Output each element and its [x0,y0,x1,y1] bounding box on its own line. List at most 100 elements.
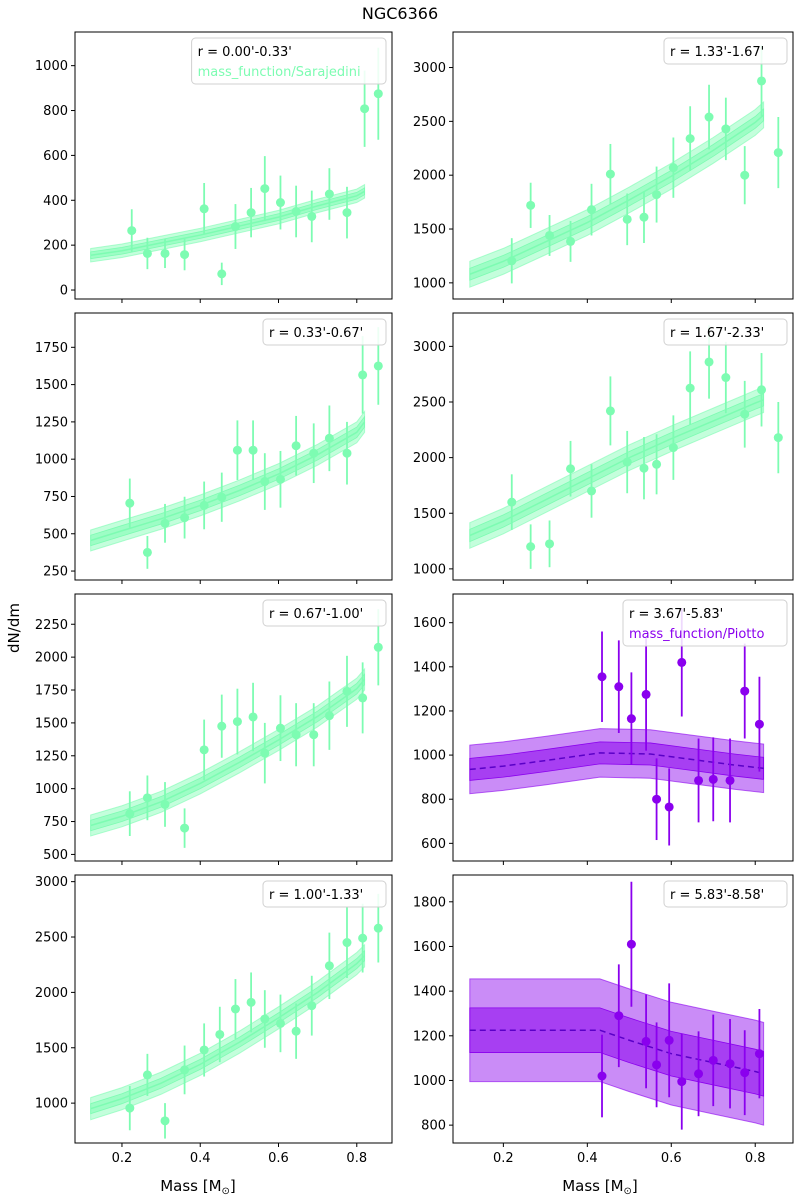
legend-box [262,599,387,627]
data-point [507,256,517,266]
data-point [373,89,383,99]
panel-5: 500 750 1000 1250 1500 1750 2000 2250 r = 0.67'-… [35,593,393,865]
legend-box [663,880,788,908]
data-point [248,712,258,722]
data-point [180,513,190,523]
data-point [275,474,285,484]
x-axis-label-right: Mass [M⊙] [562,1177,638,1197]
panel-6: 600 800 1000 1200 1400 1600 r = 3.67'-5.83' mas… [413,593,794,865]
data-point [199,500,209,510]
data-point [694,1069,704,1079]
x-tick-label: 0.2 [493,1151,514,1166]
data-point [358,693,368,703]
data-point [740,686,750,696]
legend: r = 0.67'-1.00' [262,599,387,627]
y-tick-label: 1000 [35,782,68,797]
model-median-line [469,1029,764,1075]
y-tick-label: 1000 [413,276,446,291]
data-point [507,497,517,507]
y-tick-label: 1500 [35,1041,68,1056]
axes-frame [452,593,794,862]
legend-radial-bin: r = 0.00'-0.33' [198,45,292,60]
panel-8: 800 1000 1200 1400 1600 1800 0.2 0.4 0.6 0.8 r = 5… [413,874,794,1166]
axes-frame [74,874,393,1144]
y-tick-label: 2500 [35,931,68,946]
legend: r = 1.00'-1.33' [262,880,387,908]
figure-title: NGC6366 [362,4,438,23]
data-point [260,1014,270,1024]
data-point [160,248,170,258]
panel-3: 250 500 750 1000 1250 1500 1750 r = 0.33'-0.67' [35,312,393,584]
y-tick-label: 600 [421,837,446,852]
y-tick-label: 400 [43,194,68,209]
model-inner-band [90,187,366,260]
axes-frame [74,593,393,862]
data-point [142,793,152,803]
data-point [626,714,636,724]
model-outer-band [90,943,366,1121]
y-tick-label: 200 [43,239,68,254]
x-tick-label: 0.8 [346,1151,367,1166]
data-point [639,463,649,473]
data-point [217,721,227,731]
data-point [526,542,536,552]
data-point [358,370,368,380]
legend-box [663,37,788,65]
plot-area [469,45,783,288]
data-point [199,1045,209,1055]
data-point [668,443,678,453]
plot-area [469,325,783,569]
legend-radial-bin: r = 0.33'-0.67' [269,326,363,341]
legend: r = 5.83'-8.58' [663,880,788,908]
y-tick-label: 500 [43,527,68,542]
y-tick-label: 1600 [413,940,446,955]
axes-frame [452,312,794,581]
data-point [721,124,731,134]
data-point [142,248,152,258]
model-median-line [469,114,765,275]
data-point [217,269,227,279]
data-point [275,723,285,733]
panel-2: 1000 1500 2000 2500 3000 r = 1.33'-1.67' [413,31,794,303]
data-point [232,717,242,727]
y-tick-label: 1000 [413,749,446,764]
data-point [217,492,227,502]
y-tick-label: 1200 [413,1029,446,1044]
data-point [725,1059,735,1069]
x-tick-label: 0.4 [190,1151,211,1166]
legend-box [262,318,387,346]
legend-radial-bin: r = 0.67'-1.00' [269,607,363,622]
data-point [309,448,319,458]
data-point [526,200,536,210]
model-inner-band [469,393,765,543]
model-median-line [90,955,366,1110]
data-point [160,518,170,528]
y-tick-label: 750 [43,815,68,830]
legend-radial-bin: r = 1.00'-1.33' [269,888,363,903]
plot-area [469,608,765,846]
data-point [360,104,370,114]
data-point [721,373,731,383]
data-point [773,148,783,158]
y-tick-label: 1200 [413,704,446,719]
data-point [215,1029,225,1039]
y-tick-label: 1250 [35,415,68,430]
data-point [668,163,678,173]
data-point [566,464,576,474]
data-point [373,361,383,371]
data-point [309,730,319,740]
data-point [605,169,615,179]
data-point [708,1055,718,1065]
legend: r = 3.67'-5.83' mass_function/Piotto [622,599,788,647]
panel-7: 1000 1500 2000 2500 3000 0.2 0.4 0.6 0.8 r = 1.00… [35,874,393,1166]
y-tick-label: 1000 [35,59,68,74]
data-point [342,938,352,948]
y-tick-label: 2500 [413,115,446,130]
plot-area [90,893,383,1139]
axes-frame [452,31,794,300]
data-point [125,498,135,508]
data-point [160,799,170,809]
model-outer-band [90,667,366,837]
y-tick-label: 2000 [413,451,446,466]
y-tick-label: 0 [60,284,68,299]
